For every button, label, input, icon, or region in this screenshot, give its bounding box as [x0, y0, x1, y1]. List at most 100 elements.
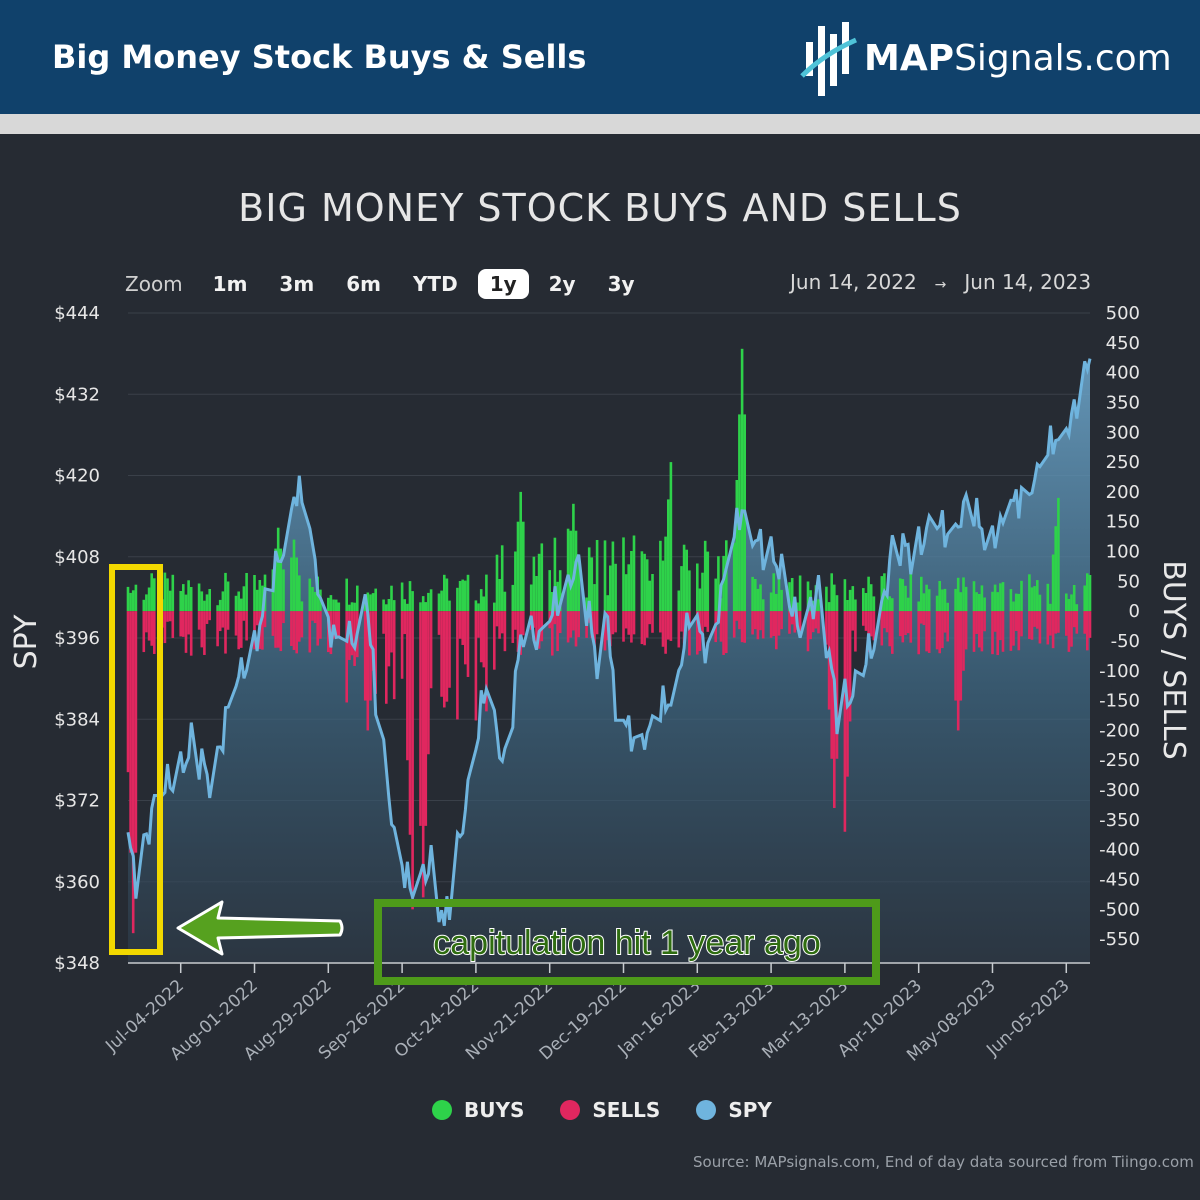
- buys-bar: [258, 580, 262, 612]
- buys-bar: [282, 569, 285, 612]
- sells-bar: [991, 611, 994, 655]
- buys-bar: [540, 543, 544, 612]
- sells-bar: [429, 611, 433, 689]
- buys-bar: [891, 598, 894, 612]
- sells-bar: [630, 611, 633, 643]
- buys-bar: [390, 585, 393, 612]
- buys-bar: [479, 589, 483, 612]
- buys-bar: [917, 601, 920, 612]
- zoom-1m-button[interactable]: 1m: [212, 272, 248, 296]
- header-bar: Big Money Stock Buys & Sells MAPSignals.…: [0, 0, 1200, 114]
- buys-bar: [548, 570, 551, 612]
- sells-bar: [622, 611, 625, 642]
- buys-bar: [1017, 593, 1021, 612]
- legend-spy[interactable]: SPY: [696, 1098, 772, 1122]
- sells-bar: [814, 611, 818, 629]
- buys-bar: [1083, 585, 1086, 612]
- zoom-ytd-button[interactable]: YTD: [412, 272, 458, 296]
- buys-bar: [996, 592, 999, 612]
- sells-bar: [938, 611, 941, 654]
- buys-bar: [587, 547, 591, 612]
- sells-bar: [569, 611, 573, 638]
- sells-bar: [142, 611, 146, 653]
- buys-bar: [956, 577, 960, 612]
- legend-sells[interactable]: SELLS: [560, 1098, 660, 1122]
- buys-bar: [337, 602, 341, 612]
- buys-bar: [187, 580, 190, 612]
- buys-bar: [972, 581, 976, 612]
- zoom-3m-button[interactable]: 3m: [279, 272, 315, 296]
- buys-bar: [935, 595, 939, 612]
- y-right-tick-label: 350: [1106, 392, 1140, 413]
- zoom-6m-button[interactable]: 6m: [346, 272, 381, 296]
- legend-spy-label: SPY: [728, 1098, 772, 1122]
- sells-bar: [577, 611, 580, 638]
- sells-bar: [485, 611, 488, 712]
- sells-bar: [456, 611, 459, 720]
- y-right-tick-label: 100: [1106, 542, 1140, 563]
- buys-bar: [464, 580, 467, 612]
- sells-bar: [427, 611, 430, 755]
- sells-bar: [234, 611, 238, 636]
- range-to[interactable]: Jun 14, 2023: [964, 270, 1092, 294]
- y-right-tick-label: -350: [1099, 810, 1140, 831]
- sells-bar: [651, 611, 654, 633]
- buys-bar: [466, 574, 470, 612]
- buys-bar: [558, 570, 562, 612]
- buys-bar: [369, 594, 372, 612]
- buys-bar: [134, 584, 138, 612]
- sells-bar: [271, 611, 275, 636]
- buys-bar: [885, 591, 889, 612]
- sells-bar: [609, 611, 612, 647]
- buys-bar: [437, 593, 441, 612]
- buys-bar: [234, 595, 238, 612]
- buys-bar: [427, 592, 430, 612]
- sells-bar: [1051, 611, 1055, 649]
- buys-bar: [374, 588, 377, 612]
- range-from[interactable]: Jun 14, 2022: [790, 270, 917, 294]
- legend-buys[interactable]: BUYS: [432, 1098, 524, 1122]
- sells-bar: [221, 611, 225, 628]
- buys-bar: [1051, 554, 1055, 612]
- sells-bar: [308, 611, 312, 653]
- sells-bar: [867, 611, 870, 653]
- sells-bar: [1033, 611, 1036, 627]
- buys-bar: [964, 586, 968, 612]
- buys-bar: [456, 587, 459, 612]
- sells-bar: [983, 611, 986, 632]
- sells-bar: [500, 611, 504, 634]
- buys-bar: [827, 602, 831, 612]
- sells-bar: [348, 611, 351, 660]
- sells-bar: [226, 611, 230, 630]
- buys-bar: [761, 599, 765, 612]
- zoom-3y-button[interactable]: 3y: [607, 272, 635, 296]
- zoom-label: Zoom: [125, 272, 183, 296]
- buys-bar: [833, 584, 836, 612]
- buys-bar: [685, 549, 688, 612]
- buys-bar: [218, 599, 222, 612]
- sells-bar: [1036, 611, 1039, 629]
- sells-bar: [593, 611, 596, 650]
- buys-bar: [300, 601, 304, 612]
- buys-bar: [495, 554, 499, 612]
- sells-bar: [131, 611, 135, 934]
- sells-bar: [891, 611, 894, 654]
- buys-bar: [179, 591, 182, 612]
- sells-bar: [1020, 611, 1023, 637]
- buys-bar: [825, 586, 828, 612]
- zoom-2y-button[interactable]: 2y: [548, 272, 576, 296]
- sells-bar: [461, 611, 464, 645]
- sells-bar: [421, 611, 425, 898]
- buys-bar: [901, 579, 905, 612]
- buys-bar: [920, 576, 923, 612]
- sells-bar: [572, 611, 575, 631]
- zoom-1y-button[interactable]: 1y: [477, 269, 529, 299]
- buys-bar: [221, 591, 225, 612]
- sells-bar: [224, 611, 227, 654]
- buys-bar: [245, 573, 248, 612]
- buys-bar: [775, 593, 778, 612]
- sells-bar: [978, 611, 981, 648]
- arrow-left-icon: [176, 900, 344, 956]
- sells-bar: [313, 611, 317, 624]
- buys-bar: [348, 604, 351, 612]
